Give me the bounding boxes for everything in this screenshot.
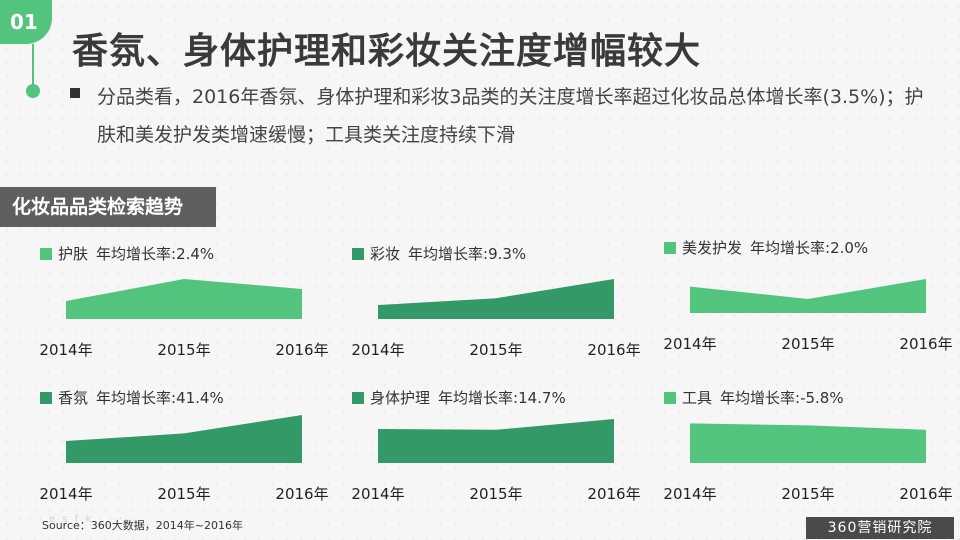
badge-connector-dot (26, 84, 40, 98)
legend-series-name: 身体护理 (370, 389, 431, 407)
chart-panel-2: 彩妆 年均增长率:9.3% 2014年 2015年 2016年 (351, 243, 652, 363)
bullet-square-icon (70, 88, 80, 98)
x-tick-label: 2014年 (39, 485, 93, 503)
legend-series-name: 美发护发 (682, 239, 743, 257)
x-tick-label: 2016年 (275, 341, 329, 359)
legend-swatch (352, 391, 364, 404)
chart-legend: 香氛 年均增长率:41.4% (40, 387, 224, 408)
chart-legend: 护肤 年均增长率:2.4% (40, 243, 214, 264)
chart-legend: 彩妆 年均增长率:9.3% (352, 243, 526, 264)
chart-legend: 工具 年均增长率:-5.8% (664, 387, 844, 408)
section-label: 化妆品品类检索趋势 (0, 187, 216, 227)
x-tick-label: 2014年 (351, 485, 405, 503)
legend-growth-rate: 年均增长率:2.0% (750, 239, 869, 257)
area-series (66, 279, 302, 319)
legend-growth-rate: 年均增长率:2.4% (96, 245, 215, 263)
x-tick-label: 2014年 (39, 341, 93, 359)
chart-panel-3: 美发护发 年均增长率:2.0% 2014年 2015年 2016年 (663, 237, 960, 357)
x-tick-label: 2015年 (469, 341, 523, 359)
area-chart (378, 419, 614, 463)
x-tick-label: 2015年 (157, 341, 211, 359)
legend-series-name: 彩妆 (370, 245, 401, 263)
legend-swatch (40, 391, 52, 404)
area-series (690, 279, 926, 313)
legend-series-name: 护肤 (58, 245, 89, 263)
legend-growth-rate: 年均增长率:9.3% (408, 245, 527, 263)
x-tick-label: 2016年 (899, 335, 953, 353)
x-tick-label: 2016年 (587, 341, 641, 359)
chart-panel-5: 身体护理 年均增长率:14.7% 2014年 2015年 2016年 (351, 387, 652, 507)
legend-swatch (352, 247, 364, 260)
legend-series-name: 香氛 (58, 389, 89, 407)
watermark: · · · e s f k · · · (18, 514, 125, 525)
chart-legend: 美发护发 年均增长率:2.0% (664, 237, 868, 258)
legend-swatch (40, 247, 52, 260)
legend-swatch (664, 241, 676, 254)
badge-number: 01 (10, 10, 38, 34)
area-chart (66, 279, 302, 319)
section-number-badge: 01 (0, 0, 52, 44)
x-tick-label: 2015年 (781, 485, 835, 503)
bullet-text: 分品类看，2016年香氛、身体护理和彩妆3品类的关注度增长率超过化妆品总体增长率… (97, 86, 924, 146)
chart-panel-6: 工具 年均增长率:-5.8% 2014年 2015年 2016年 (663, 387, 960, 507)
chart-legend: 身体护理 年均增长率:14.7% (352, 387, 566, 408)
legend-swatch (664, 391, 676, 404)
area-chart (690, 279, 926, 313)
legend-growth-rate: 年均增长率:-5.8% (720, 389, 844, 407)
x-tick-label: 2014年 (351, 341, 405, 359)
legend-growth-rate: 年均增长率:14.7% (438, 389, 566, 407)
area-chart (690, 423, 926, 463)
area-series (378, 279, 614, 319)
area-series (66, 415, 302, 463)
x-tick-label: 2014年 (663, 485, 717, 503)
x-tick-label: 2015年 (781, 335, 835, 353)
source-note: Source：360大数据，2014年~2016年 (42, 519, 243, 532)
area-chart (66, 415, 302, 463)
chart-panel-1: 护肤 年均增长率:2.4% 2014年 2015年 2016年 (39, 243, 340, 363)
x-tick-label: 2016年 (899, 485, 953, 503)
area-chart (378, 279, 614, 319)
area-series (690, 423, 926, 463)
x-tick-label: 2016年 (587, 485, 641, 503)
badge-connector-line (32, 44, 34, 84)
area-series (378, 419, 614, 463)
chart-panel-4: 香氛 年均增长率:41.4% 2014年 2015年 2016年 (39, 387, 340, 507)
page-title: 香氛、身体护理和彩妆关注度增幅较大 (72, 31, 702, 72)
x-tick-label: 2015年 (469, 485, 523, 503)
x-tick-label: 2015年 (157, 485, 211, 503)
x-tick-label: 2016年 (275, 485, 329, 503)
brand-logo: 360营销研究院 (806, 517, 954, 539)
legend-series-name: 工具 (682, 389, 713, 407)
legend-growth-rate: 年均增长率:41.4% (96, 389, 224, 407)
x-tick-label: 2014年 (663, 335, 717, 353)
